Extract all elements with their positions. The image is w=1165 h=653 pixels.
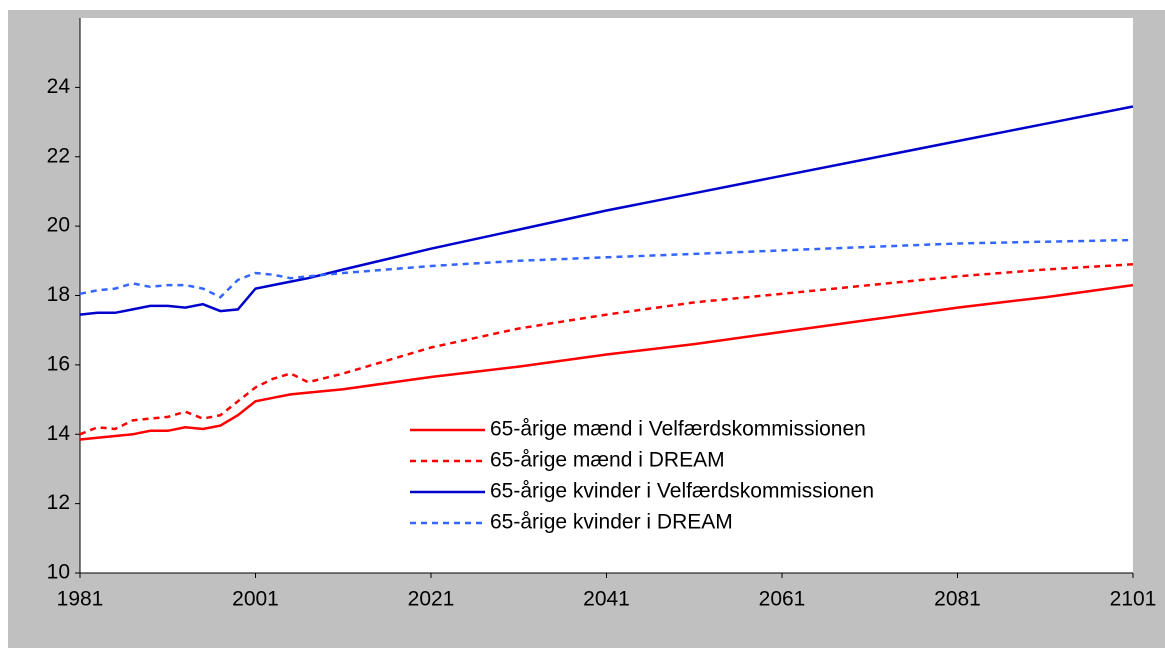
x-tick-label: 2001	[232, 588, 279, 611]
x-tick-label: 2041	[583, 588, 630, 611]
y-tick-label: 10	[47, 561, 70, 584]
series-line	[79, 283, 1134, 441]
y-tick-label: 24	[47, 75, 71, 98]
x-tick-label: 2021	[408, 588, 455, 611]
series-line	[79, 105, 1134, 316]
series-line	[79, 263, 1134, 436]
y-tick-label: 12	[47, 491, 70, 514]
x-tick-label: 2061	[759, 588, 806, 611]
plot-area	[80, 18, 1133, 573]
legend-label: 65-årige kvinder i DREAM	[490, 511, 733, 534]
y-tick-label: 20	[47, 214, 70, 237]
y-tick-label: 22	[47, 144, 70, 167]
legend-label: 65-årige mænd i DREAM	[490, 449, 725, 472]
y-tick-label: 14	[47, 422, 71, 445]
series-line	[79, 238, 1134, 299]
x-tick-label: 1981	[57, 588, 104, 611]
legend-label: 65-årige mænd i Velfærdskommissionen	[490, 418, 866, 441]
x-tick-label: 2081	[934, 588, 981, 611]
x-tick-label: 2101	[1110, 588, 1157, 611]
legend-label: 65-årige kvinder i Velfærdskommissionen	[490, 480, 874, 503]
y-tick-label: 18	[47, 283, 70, 306]
y-tick-label: 16	[47, 352, 70, 375]
